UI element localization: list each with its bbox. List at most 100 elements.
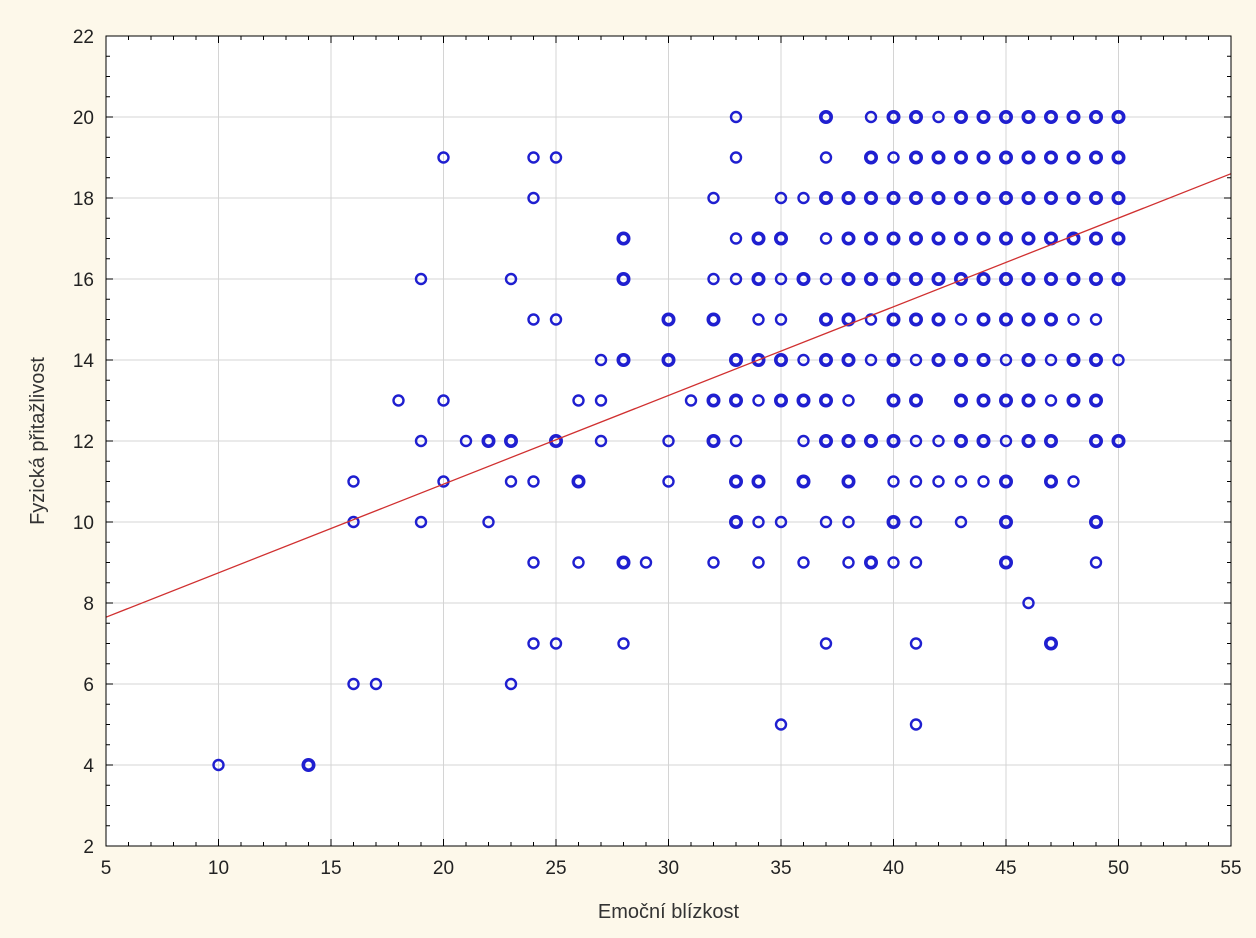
data-point [1021, 393, 1036, 408]
data-point [707, 272, 720, 286]
data-point [1044, 474, 1059, 489]
y-tick-label: 22 [73, 27, 94, 48]
data-point [1089, 191, 1104, 206]
data-point [818, 352, 833, 367]
regression-line [105, 173, 1232, 618]
data-point [976, 271, 991, 286]
data-point [909, 637, 923, 650]
data-point [841, 191, 856, 206]
data-point [886, 231, 901, 246]
data-point [819, 232, 833, 245]
data-point [616, 231, 631, 246]
data-point [841, 474, 856, 489]
x-tick-labels: 5 10 15 20 25 30 35 40 45 50 55 [101, 858, 1242, 879]
data-point [594, 434, 608, 448]
data-point [953, 191, 968, 206]
x-tick-label: 25 [545, 858, 566, 879]
data-point [932, 434, 945, 448]
data-point [887, 475, 900, 488]
y-tick-label: 12 [73, 432, 94, 453]
data-point [1089, 433, 1104, 448]
data-point [886, 110, 901, 125]
data-point [661, 312, 676, 327]
data-point [1112, 353, 1125, 367]
data-point [976, 393, 991, 408]
data-point [728, 514, 743, 529]
data-point [212, 758, 225, 772]
data-point [773, 393, 788, 408]
data-point [504, 475, 518, 488]
data-point [1111, 433, 1126, 448]
data-point [1111, 110, 1126, 125]
y-tick-label: 14 [73, 351, 95, 372]
data-point [797, 556, 810, 569]
data-point [527, 637, 540, 650]
data-point [527, 151, 540, 164]
data-point [392, 394, 405, 407]
data-point [931, 150, 946, 165]
data-point [998, 150, 1013, 165]
minor-ticks [105, 35, 1232, 847]
data-point [841, 433, 856, 448]
data-point [818, 433, 833, 448]
data-point [1089, 150, 1104, 165]
data-point [998, 555, 1013, 570]
data-point [954, 515, 968, 529]
data-point [1089, 231, 1104, 246]
data-point [1021, 191, 1036, 206]
data-point [1066, 150, 1081, 165]
data-point [886, 393, 901, 408]
data-point [774, 718, 788, 731]
x-tick-label: 40 [883, 858, 904, 879]
data-point [594, 394, 608, 407]
data-point [908, 231, 923, 246]
data-point [864, 353, 878, 367]
data-point [1044, 271, 1059, 286]
data-point [863, 191, 878, 206]
data-point [818, 110, 833, 125]
data-point [504, 677, 518, 691]
data-point [549, 313, 563, 326]
data-point [1021, 231, 1036, 246]
data-point [1066, 271, 1081, 286]
data-point [953, 393, 968, 408]
x-tick-label: 50 [1108, 858, 1129, 879]
data-point [572, 556, 585, 569]
data-point [707, 191, 720, 205]
data-point [1021, 110, 1036, 125]
data-point [572, 394, 585, 407]
data-point [953, 433, 968, 448]
data-point [414, 434, 428, 448]
data-point [976, 352, 991, 367]
x-tick-label: 55 [1220, 858, 1241, 879]
data-point [796, 271, 811, 286]
data-point [1089, 352, 1104, 367]
data-point [931, 312, 946, 327]
data-point [571, 474, 586, 489]
data-point [527, 475, 540, 488]
data-point [728, 352, 743, 367]
data-point [954, 475, 968, 488]
data-point [953, 150, 968, 165]
data-point [773, 231, 788, 246]
data-point [752, 394, 765, 407]
data-point [842, 556, 855, 569]
data-point [1111, 150, 1126, 165]
data-point [751, 352, 766, 367]
data-point [977, 475, 990, 488]
data-point [1044, 231, 1059, 246]
data-point [886, 191, 901, 206]
data-point [1021, 312, 1036, 327]
data-point [616, 555, 631, 570]
y-tick-label: 4 [83, 756, 94, 777]
data-point [728, 474, 743, 489]
data-point [931, 191, 946, 206]
data-point [1067, 313, 1080, 326]
data-point [751, 474, 766, 489]
data-point [953, 110, 968, 125]
y-tick-labels: 2 4 6 8 10 12 14 16 18 20 22 [73, 27, 95, 858]
data-point [931, 352, 946, 367]
data-point [841, 352, 856, 367]
data-point [863, 271, 878, 286]
